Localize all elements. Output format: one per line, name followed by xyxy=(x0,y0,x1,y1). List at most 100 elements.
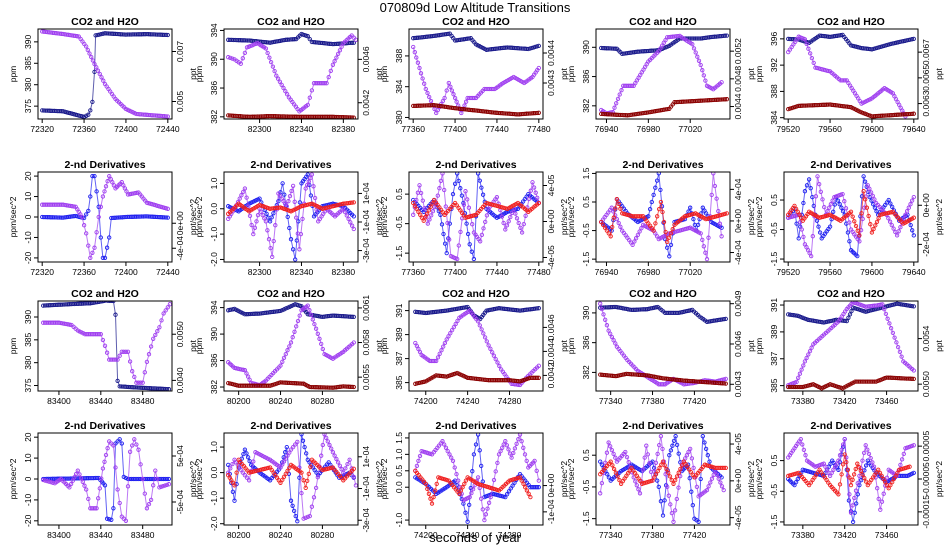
y-tick-label: -20 xyxy=(23,251,33,264)
data-point-h2o xyxy=(315,475,320,480)
data-point-h2o xyxy=(606,328,611,333)
panel-3-1: 2-nd Derivatives 80200 80240 80280 -2.0 -1.0 0… xyxy=(194,420,384,540)
data-point-h2o xyxy=(313,326,319,331)
data-point-h2o xyxy=(825,209,830,214)
data-point-h2o xyxy=(435,355,441,360)
data-point-co2 xyxy=(459,193,465,198)
data-area xyxy=(226,302,356,390)
data-point-h2o xyxy=(251,459,256,464)
data-point-h2o xyxy=(78,476,84,481)
data-point-h2o xyxy=(822,204,827,210)
data-point-h2o xyxy=(903,212,908,217)
data-point-third xyxy=(613,470,619,475)
data-point-h2o xyxy=(242,368,248,373)
data-point-h2o xyxy=(494,194,500,200)
data-point-h2o xyxy=(94,506,99,511)
data-point-h2o xyxy=(72,475,77,480)
y2-tick-label: 0.0058 xyxy=(361,329,371,355)
data-point-third xyxy=(351,384,356,390)
data-point-co2 xyxy=(804,183,810,188)
data-point-co2 xyxy=(104,516,110,521)
data-point-h2o xyxy=(671,519,676,524)
y2-tick-label: 0.0052 xyxy=(733,38,743,64)
data-point-h2o xyxy=(639,226,644,231)
data-point-third xyxy=(723,381,728,386)
data-point-co2 xyxy=(658,187,663,193)
y2-axis-label: ppt xyxy=(188,67,198,79)
y2-axis-label: ppt/sec^2 xyxy=(934,199,944,235)
y-tick-label: -1.5 xyxy=(581,511,591,526)
y2-tick-label: 0.0050 xyxy=(921,371,931,397)
x-tick-label: 77440 xyxy=(485,267,509,277)
data-point-h2o xyxy=(335,460,341,465)
data-point-h2o xyxy=(290,183,296,189)
y2-tick-label: 0.0046 xyxy=(361,46,371,72)
data-point-third xyxy=(844,459,849,465)
data-point-h2o xyxy=(99,476,104,481)
data-point-h2o xyxy=(100,466,106,471)
data-point-h2o xyxy=(688,446,693,452)
data-point-h2o xyxy=(493,356,498,362)
data-point-co2 xyxy=(467,242,472,247)
series-line-h2o xyxy=(599,303,726,385)
data-point-co2 xyxy=(674,442,680,448)
data-point-third xyxy=(657,465,662,471)
data-point-h2o xyxy=(441,344,446,349)
data-point-co2 xyxy=(479,185,484,190)
y2-tick-label: -4e-04 xyxy=(175,236,185,261)
plot-frame xyxy=(783,28,919,120)
data-point-third xyxy=(652,475,657,480)
data-point-h2o xyxy=(327,442,332,448)
data-point-h2o xyxy=(794,379,799,385)
data-point-third xyxy=(602,225,608,230)
data-point-co2 xyxy=(242,447,248,452)
panel-title: 2-nd Derivatives xyxy=(622,420,703,432)
y2-tick-label: -5e-04 xyxy=(175,489,185,514)
data-point-h2o xyxy=(485,506,490,511)
data-point-h2o xyxy=(278,363,283,368)
data-point-co2 xyxy=(92,173,97,179)
data-point-h2o xyxy=(270,64,276,69)
data-point-h2o xyxy=(513,211,518,216)
data-point-co2 xyxy=(163,215,169,220)
data-point-h2o xyxy=(698,231,703,236)
data-point-h2o xyxy=(522,452,528,457)
data-point-h2o xyxy=(67,485,72,490)
data-point-h2o xyxy=(240,470,245,475)
data-point-co2 xyxy=(656,484,661,490)
data-point-co2 xyxy=(854,306,859,312)
plot-frame xyxy=(223,432,359,526)
y2-tick-label: -1e-04 xyxy=(361,209,371,234)
y-tick-label: 0.5 xyxy=(769,454,779,466)
data-point-h2o xyxy=(455,256,460,262)
data-point-h2o xyxy=(911,194,916,200)
x-tick-label: 72320 xyxy=(30,124,54,134)
data-point-h2o xyxy=(870,460,875,465)
data-point-h2o xyxy=(125,349,131,354)
plot-frame xyxy=(595,300,731,392)
data-point-h2o xyxy=(322,433,327,437)
data-point-third xyxy=(434,481,439,487)
data-point-h2o xyxy=(95,68,101,73)
data-point-h2o xyxy=(81,223,87,228)
data-point-h2o xyxy=(633,479,638,484)
y2-tick-label: 0.00005 xyxy=(921,431,931,462)
y-tick-label: 388 xyxy=(769,84,779,98)
data-point-h2o xyxy=(254,219,259,224)
data-point-h2o xyxy=(271,238,276,244)
data-point-h2o xyxy=(429,213,434,218)
x-tick-label: 77340 xyxy=(599,396,623,406)
data-point-h2o xyxy=(840,191,845,197)
data-point-h2o xyxy=(94,65,99,70)
figure-title: 070809d Low Altitude Transitions xyxy=(379,0,571,15)
data-point-h2o xyxy=(483,219,488,225)
y2-tick-label: 0.0067 xyxy=(921,39,931,65)
data-point-h2o xyxy=(279,82,284,88)
data-point-h2o xyxy=(908,202,913,207)
data-point-h2o xyxy=(334,456,339,462)
data-point-h2o xyxy=(623,449,628,455)
data-point-h2o xyxy=(146,501,152,507)
data-point-h2o xyxy=(842,436,847,442)
y2-axis-label: ppt/sec^2 xyxy=(934,461,944,497)
data-point-third xyxy=(306,471,311,477)
